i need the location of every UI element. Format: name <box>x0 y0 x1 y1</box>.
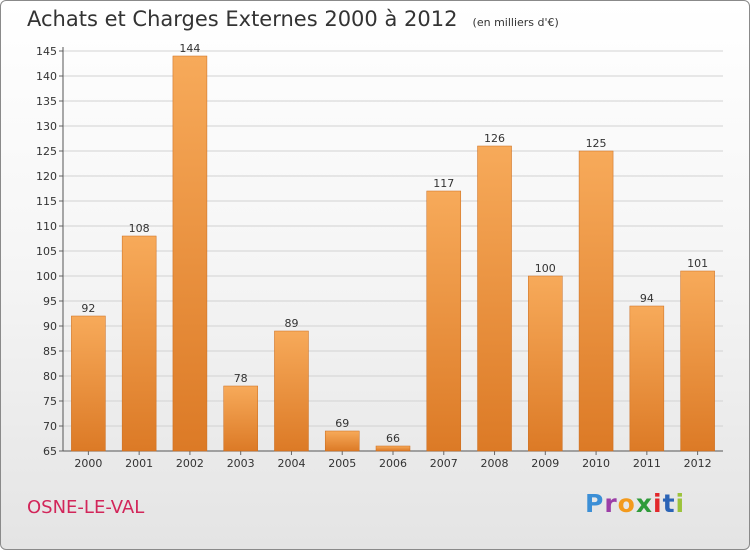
y-tick-label: 130 <box>36 120 57 133</box>
data-label: 117 <box>433 177 454 190</box>
data-label: 89 <box>284 317 298 330</box>
x-tick-label: 2006 <box>379 457 407 470</box>
logo-letter: t <box>662 489 676 518</box>
x-tick-label: 2008 <box>481 457 509 470</box>
y-tick-label: 110 <box>36 220 57 233</box>
data-label: 126 <box>484 132 505 145</box>
data-label: 100 <box>535 262 556 275</box>
bar <box>172 55 208 452</box>
data-label: 92 <box>81 302 95 315</box>
bar <box>121 235 157 452</box>
grid-lines <box>63 50 723 452</box>
y-tick-label: 140 <box>36 70 57 83</box>
x-tick-label: 2012 <box>684 457 712 470</box>
data-label: 69 <box>335 417 349 430</box>
data-label: 125 <box>586 137 607 150</box>
y-tick-label: 95 <box>43 295 57 308</box>
y-tick-label: 70 <box>43 420 57 433</box>
x-tick-label: 2003 <box>227 457 255 470</box>
bar <box>680 270 715 452</box>
chart-title: Achats et Charges Externes 2000 à 2012 (… <box>27 7 559 31</box>
bar <box>629 305 665 452</box>
y-tick-label: 105 <box>36 245 57 258</box>
x-tick-label: 2001 <box>125 457 153 470</box>
x-tick-label: 2004 <box>277 457 305 470</box>
y-tick-label: 100 <box>36 270 57 283</box>
x-tick-label: 2005 <box>328 457 356 470</box>
bar <box>477 145 512 452</box>
logo-letter: o <box>617 489 636 518</box>
y-tick-label: 90 <box>43 320 57 333</box>
y-tick-label: 125 <box>36 145 57 158</box>
logo-letter: i <box>675 489 686 518</box>
x-tick-label: 2011 <box>633 457 661 470</box>
y-tick-label: 75 <box>43 395 57 408</box>
data-label: 78 <box>234 372 248 385</box>
logo-letter: P <box>585 489 605 518</box>
x-tick-label: 2010 <box>582 457 610 470</box>
data-label: 94 <box>640 292 654 305</box>
y-tick-label: 145 <box>36 45 57 58</box>
chart-title-main: Achats et Charges Externes 2000 à 2012 <box>27 7 458 31</box>
data-label: 108 <box>129 222 150 235</box>
bar <box>375 445 411 452</box>
logo-letter: r <box>604 489 618 518</box>
x-tick-label: 2002 <box>176 457 204 470</box>
y-tick-label: 115 <box>36 195 57 208</box>
y-tick-label: 80 <box>43 370 57 383</box>
bar <box>528 275 563 452</box>
y-tick-label: 85 <box>43 345 57 358</box>
logo-letter: i <box>653 489 663 518</box>
bar <box>71 315 106 452</box>
x-tick-label: 2000 <box>74 457 102 470</box>
bar <box>274 330 309 452</box>
y-tick-label: 65 <box>43 445 57 458</box>
y-tick-label: 135 <box>36 95 57 108</box>
x-tick-label: 2007 <box>430 457 458 470</box>
proxiti-logo: Proxiti <box>585 489 685 518</box>
bar <box>223 385 258 452</box>
location-label: OSNE-LE-VAL <box>27 497 145 518</box>
bars <box>71 55 715 452</box>
data-label: 66 <box>386 432 400 445</box>
bar-chart: 65 70 75 80 85 90 95 100 105 110 115 120 125 130 135 14… <box>36 42 723 470</box>
logo-letter: x <box>635 489 653 518</box>
data-label: 144 <box>179 42 200 55</box>
bar <box>426 190 462 452</box>
data-labels: 92 108 144 78 89 69 66 117 126 100 125 94 101 <box>81 42 708 445</box>
y-tick-label: 120 <box>36 170 57 183</box>
bar <box>324 430 360 452</box>
data-label: 101 <box>687 257 708 270</box>
chart-subtitle: (en milliers d'€) <box>472 16 559 29</box>
bar <box>578 150 614 452</box>
x-tick-label: 2009 <box>531 457 559 470</box>
